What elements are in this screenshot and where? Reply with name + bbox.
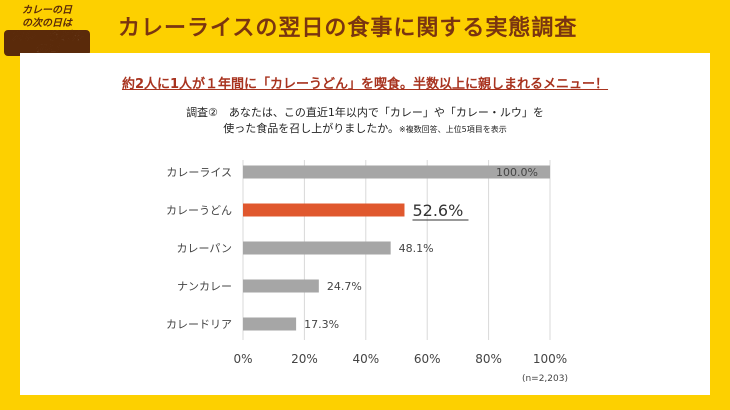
- question-line: 使った食品を召し上がりましたか。: [223, 122, 399, 135]
- survey-question: 調査② あなたは、この直近1年以内で「カレー」や「カレー・ルウ」を 使った食品を…: [20, 105, 710, 138]
- x-tick-label: 0%: [233, 352, 252, 366]
- bar: [243, 165, 550, 179]
- bar: [243, 279, 319, 293]
- x-tick-label: 80%: [475, 352, 502, 366]
- bar: [243, 317, 297, 331]
- logo: カレーの日 の次の日は カレーうどんの日: [4, 4, 90, 56]
- category-label: カレーライス: [166, 166, 232, 179]
- data-label: 48.1%: [399, 242, 434, 255]
- subtitle: 約2人に1人が１年間に「カレーうどん」を喫食。半数以上に親しまれるメニュー！: [121, 77, 609, 92]
- logo-line: カレーうどんの日: [4, 29, 90, 56]
- x-tick-label: 100%: [533, 352, 567, 366]
- bar: [243, 203, 405, 217]
- category-label: カレーうどん: [166, 204, 232, 217]
- data-label: 24.7%: [327, 280, 362, 293]
- category-label: カレーパン: [177, 242, 232, 255]
- category-label: カレードリア: [166, 318, 232, 331]
- x-tick-label: 20%: [291, 352, 318, 366]
- sample-size-note: (n=2,203): [522, 374, 568, 384]
- category-label: ナンカレー: [177, 280, 232, 293]
- logo-line: の次の日は: [22, 18, 72, 29]
- question-line: 調査② あなたは、この直近1年以内で「カレー」や「カレー・ルウ」を: [186, 106, 544, 119]
- data-label: 17.3%: [304, 318, 339, 331]
- content-panel: 約2人に1人が１年間に「カレーうどん」を喫食。半数以上に親しまれるメニュー！ 調…: [20, 53, 710, 395]
- x-tick-label: 40%: [352, 352, 379, 366]
- page-title: カレーライスの翌日の食事に関する実態調査: [118, 16, 578, 41]
- data-label: 52.6%: [412, 201, 463, 220]
- question-note: ※複数回答、上位5項目を表示: [398, 125, 507, 134]
- x-tick-label: 60%: [414, 352, 441, 366]
- data-label: 100.0%: [496, 166, 538, 179]
- logo-line: カレーの日: [22, 5, 72, 16]
- bar: [243, 241, 391, 255]
